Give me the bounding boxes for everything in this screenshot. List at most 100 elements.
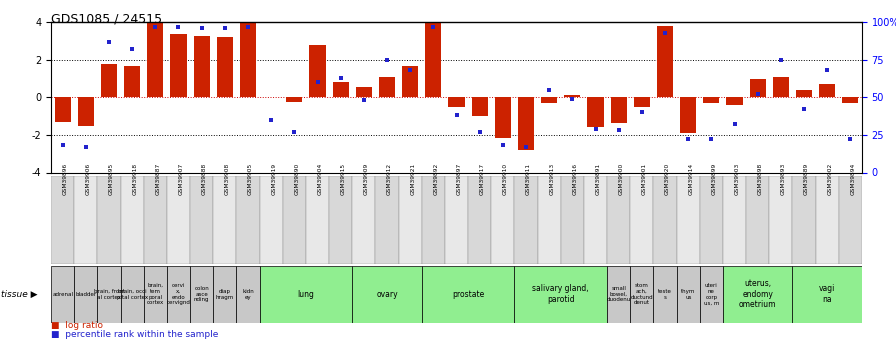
Text: GSM39904: GSM39904	[317, 162, 323, 195]
Text: colon
asce
nding: colon asce nding	[194, 286, 210, 303]
Text: uterus,
endomy
ometrium: uterus, endomy ometrium	[739, 279, 777, 309]
Point	[589, 126, 603, 132]
Point	[450, 113, 464, 118]
Bar	[584, 176, 607, 264]
Bar	[676, 266, 700, 323]
Point	[751, 92, 765, 97]
Bar	[74, 266, 98, 323]
Text: GSM39896: GSM39896	[63, 162, 68, 195]
Text: adrenal: adrenal	[52, 292, 73, 297]
Bar	[796, 90, 812, 97]
Bar	[101, 64, 117, 97]
Point	[820, 68, 834, 73]
Bar	[792, 266, 862, 323]
Text: GSM39920: GSM39920	[665, 162, 670, 195]
Bar	[356, 87, 372, 97]
Point	[56, 143, 70, 148]
Point	[125, 47, 140, 52]
Point	[241, 24, 255, 30]
Bar	[495, 97, 511, 138]
Text: GSM39897: GSM39897	[457, 162, 461, 195]
Text: brain,
tem
poral
cortex: brain, tem poral cortex	[147, 283, 164, 305]
Point	[495, 143, 510, 148]
Bar	[630, 266, 653, 323]
Text: bladder: bladder	[75, 292, 97, 297]
Bar	[723, 176, 746, 264]
Text: GSM39921: GSM39921	[410, 162, 415, 195]
Bar	[839, 176, 862, 264]
Bar	[98, 176, 121, 264]
Text: ovary: ovary	[376, 289, 398, 299]
Bar	[121, 176, 143, 264]
Bar	[143, 176, 167, 264]
Bar	[51, 176, 74, 264]
Text: GSM39887: GSM39887	[155, 162, 160, 195]
Bar	[237, 266, 260, 323]
Bar	[426, 23, 442, 97]
Point	[403, 68, 418, 73]
Text: prostate: prostate	[452, 289, 484, 299]
Point	[704, 137, 719, 142]
Text: GSM39892: GSM39892	[434, 162, 438, 195]
Bar	[422, 176, 445, 264]
Bar	[633, 97, 650, 107]
Bar	[309, 45, 325, 97]
Point	[288, 129, 302, 135]
Point	[264, 117, 279, 123]
Bar	[842, 97, 858, 103]
Text: GSM39902: GSM39902	[827, 162, 832, 195]
Bar	[746, 176, 770, 264]
Text: GSM39907: GSM39907	[178, 162, 184, 195]
Point	[681, 137, 695, 142]
Bar	[703, 97, 719, 103]
Bar	[213, 266, 237, 323]
Bar	[468, 176, 491, 264]
Text: kidn
ey: kidn ey	[242, 289, 254, 299]
Text: GSM39898: GSM39898	[758, 162, 762, 195]
Bar	[375, 176, 399, 264]
Text: diap
hragm: diap hragm	[216, 289, 234, 299]
Point	[658, 30, 672, 36]
Bar	[121, 266, 143, 323]
Bar	[332, 82, 349, 97]
Point	[728, 122, 742, 127]
Text: GSM39919: GSM39919	[271, 162, 276, 195]
Text: brain, front
al cortex: brain, front al cortex	[93, 289, 125, 299]
Bar	[194, 36, 210, 97]
Text: GSM39901: GSM39901	[642, 162, 647, 195]
Text: small
bowel,
duodenu: small bowel, duodenu	[607, 286, 631, 303]
Bar	[237, 176, 260, 264]
Point	[333, 75, 348, 81]
Bar	[379, 77, 395, 97]
Text: GSM39894: GSM39894	[850, 162, 856, 195]
Bar	[78, 97, 94, 126]
Bar	[213, 176, 237, 264]
Bar	[680, 97, 696, 133]
Bar	[306, 176, 329, 264]
Text: vagi
na: vagi na	[819, 284, 835, 304]
Point	[565, 96, 580, 102]
Point	[519, 144, 533, 150]
Bar	[514, 176, 538, 264]
Point	[310, 80, 324, 85]
Bar	[518, 97, 534, 150]
Bar	[607, 266, 630, 323]
Point	[426, 24, 441, 30]
Bar	[471, 97, 487, 116]
Text: GSM39905: GSM39905	[248, 162, 253, 195]
Text: GSM39916: GSM39916	[573, 162, 577, 195]
Bar	[750, 79, 766, 97]
Text: GSM39915: GSM39915	[340, 162, 346, 195]
Text: GSM39903: GSM39903	[735, 162, 739, 195]
Point	[612, 128, 626, 133]
Text: brain, occi
pital cortex: brain, occi pital cortex	[116, 289, 148, 299]
Bar	[653, 176, 676, 264]
Bar	[588, 97, 604, 127]
Point	[774, 57, 788, 63]
Text: GSM39912: GSM39912	[387, 162, 392, 195]
Text: uteri
ne
corp
us, m: uteri ne corp us, m	[703, 283, 719, 305]
Text: GSM39908: GSM39908	[225, 162, 230, 195]
Bar	[448, 97, 465, 107]
Point	[79, 144, 93, 150]
Text: GSM39917: GSM39917	[479, 162, 485, 195]
